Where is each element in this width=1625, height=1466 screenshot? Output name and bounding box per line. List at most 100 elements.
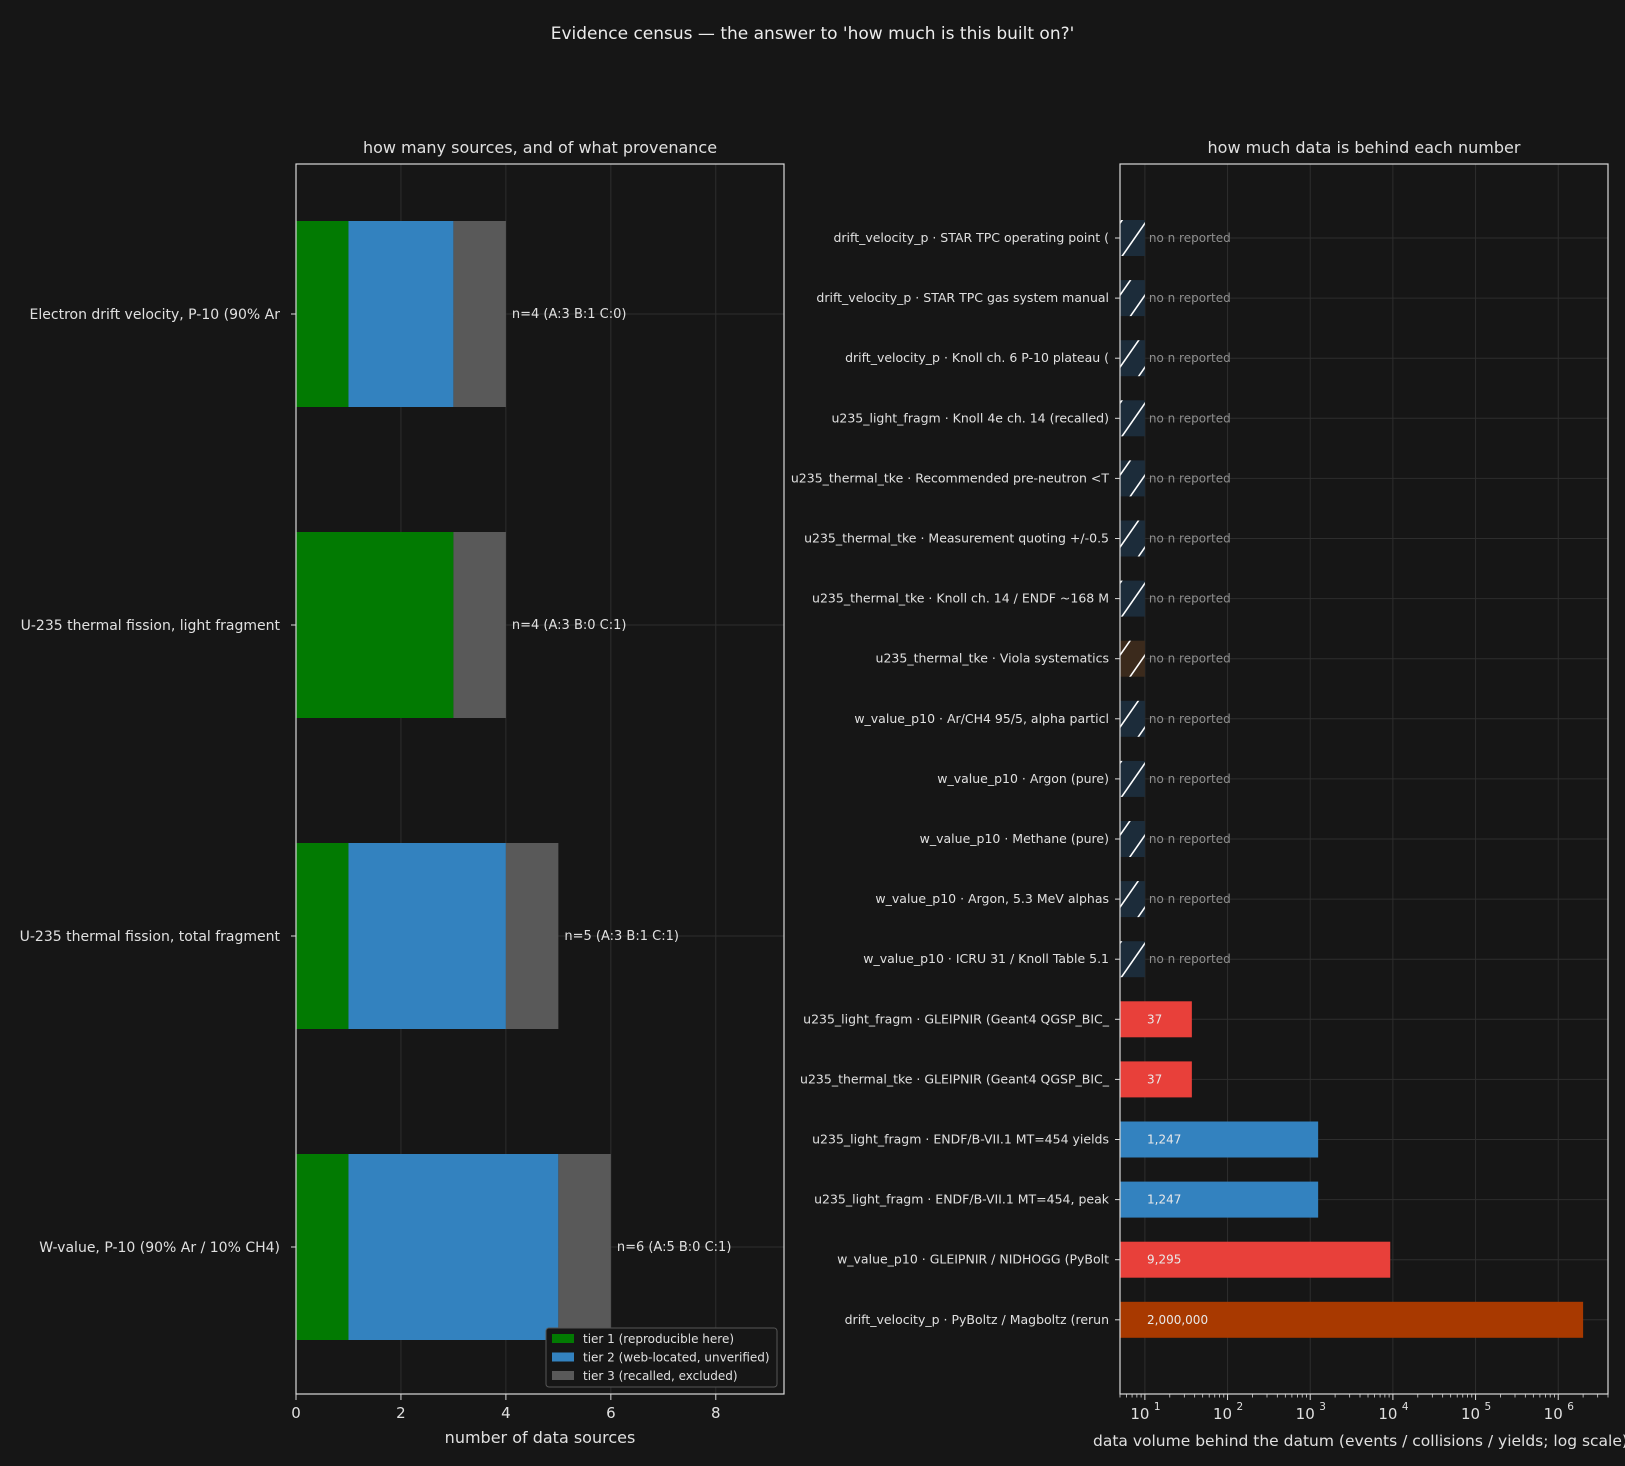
no-data-hatch bbox=[1120, 821, 1145, 857]
legend-entry: tier 3 (recalled, excluded) bbox=[583, 1369, 738, 1383]
no-data-label: no n reported bbox=[1149, 411, 1231, 425]
x-tick-label: 6 bbox=[606, 1404, 616, 1422]
volume-bar bbox=[1120, 1241, 1391, 1278]
y-tick-label: u235_thermal_tke · GLEIPNIR (Geant4 QGSP… bbox=[800, 1071, 1110, 1086]
volume-bar bbox=[1120, 1301, 1584, 1338]
no-data-hatch bbox=[1120, 340, 1145, 377]
no-data-label: no n reported bbox=[1149, 832, 1231, 846]
volume-bar bbox=[1120, 1121, 1319, 1158]
x-tick-exponent: 5 bbox=[1485, 1401, 1492, 1413]
no-data-label: no n reported bbox=[1149, 231, 1231, 245]
x-tick-label: 2 bbox=[396, 1404, 406, 1422]
legend-entry: tier 2 (web-located, unverified) bbox=[583, 1351, 770, 1365]
bar-tier3 bbox=[453, 221, 506, 407]
bar-value-label: 37 bbox=[1147, 1012, 1162, 1026]
no-data-label: no n reported bbox=[1149, 471, 1231, 485]
y-tick-label: w_value_p10 · Argon, 5.3 MeV alphas bbox=[875, 891, 1109, 906]
plot-frame bbox=[1119, 163, 1609, 1395]
y-tick-label: w_value_p10 · Ar/CH4 95/5, alpha particl bbox=[854, 711, 1109, 726]
x-tick-label: 10 bbox=[1213, 1405, 1232, 1423]
y-tick-label: u235_thermal_tke · Measurement quoting +… bbox=[804, 531, 1109, 546]
legend: tier 1 (reproducible here) tier 2 (web-lo… bbox=[545, 1327, 778, 1388]
x-tick-exponent: 3 bbox=[1319, 1401, 1326, 1413]
legend-swatch bbox=[552, 1352, 574, 1362]
volume-bar bbox=[1120, 1001, 1192, 1038]
x-tick-exponent: 2 bbox=[1237, 1401, 1244, 1413]
legend-swatch bbox=[552, 1334, 574, 1343]
sources-chart: n=4 (A:3 B:1 C:0) Electron drift velocity… bbox=[20, 138, 785, 1447]
bar-value-label: 37 bbox=[1147, 1072, 1162, 1086]
no-data-hatch bbox=[1120, 941, 1145, 978]
x-tick-label: 0 bbox=[291, 1404, 301, 1422]
no-data-label: no n reported bbox=[1149, 712, 1231, 726]
no-data-label: no n reported bbox=[1149, 291, 1231, 305]
data-volume-chart: no n reported drift_velocity_p · STAR TPC… bbox=[791, 138, 1625, 1450]
bar-value-label: 9,295 bbox=[1147, 1253, 1181, 1267]
no-data-label: no n reported bbox=[1149, 351, 1231, 365]
y-tick-label: U-235 thermal fission, total fragment bbox=[20, 929, 281, 945]
y-tick-label: drift_velocity_p · STAR TPC operating po… bbox=[833, 230, 1109, 245]
x-tick-exponent: 6 bbox=[1567, 1401, 1574, 1413]
no-data-hatch bbox=[1120, 700, 1145, 737]
legend-box bbox=[545, 1327, 778, 1388]
y-tick-label: u235_light_fragm · ENDF/B-VII.1 MT=454 y… bbox=[812, 1132, 1109, 1147]
plot-frame bbox=[295, 163, 785, 1395]
bar-tier3 bbox=[558, 1154, 611, 1340]
x-axis-label: number of data sources bbox=[445, 1428, 636, 1447]
y-tick-label: u235_thermal_tke · Recommended pre-neutr… bbox=[791, 470, 1109, 485]
bar-annotation: n=5 (A:3 B:1 C:1) bbox=[564, 929, 679, 944]
x-tick-exponent: 4 bbox=[1402, 1401, 1409, 1413]
y-tick-label: w_value_p10 · ICRU 31 / Knoll Table 5.1 bbox=[863, 951, 1109, 966]
no-data-hatch bbox=[1120, 881, 1145, 918]
no-data-hatch bbox=[1120, 220, 1145, 256]
bar-annotation: n=6 (A:5 B:0 C:1) bbox=[617, 1240, 732, 1255]
y-tick-label: u235_thermal_tke · Knoll ch. 14 / ENDF ~… bbox=[812, 591, 1109, 606]
bar-tier1 bbox=[296, 221, 349, 407]
x-tick-exponent: 1 bbox=[1154, 1401, 1161, 1413]
bar-tier3 bbox=[453, 532, 506, 718]
y-tick-label: w_value_p10 · Methane (pure) bbox=[920, 831, 1109, 846]
x-axis-label: data volume behind the datum (events / c… bbox=[1093, 1432, 1625, 1450]
bar-tier3 bbox=[505, 843, 559, 1029]
y-tick-label: Electron drift velocity, P-10 (90% Ar bbox=[30, 307, 281, 323]
y-tick-label: u235_thermal_tke · Viola systematics bbox=[876, 651, 1109, 666]
no-data-label: no n reported bbox=[1149, 652, 1231, 666]
y-tick-label: w_value_p10 · GLEIPNIR / NIDHOGG (PyBolt bbox=[837, 1252, 1109, 1267]
no-data-label: no n reported bbox=[1149, 532, 1231, 546]
y-tick-label: u235_light_fragm · Knoll 4e ch. 14 (reca… bbox=[831, 410, 1109, 425]
bar-tier1 bbox=[296, 532, 454, 718]
y-tick-label: w_value_p10 · Argon (pure) bbox=[937, 771, 1109, 786]
y-tick-label: u235_light_fragm · GLEIPNIR (Geant4 QGSP… bbox=[803, 1011, 1110, 1026]
bar-tier2 bbox=[348, 1154, 559, 1340]
y-tick-label: W-value, P-10 (90% Ar / 10% CH4) bbox=[39, 1240, 280, 1256]
no-data-label: no n reported bbox=[1149, 952, 1231, 966]
x-tick-label: 10 bbox=[1378, 1405, 1397, 1423]
no-data-hatch bbox=[1120, 640, 1145, 677]
panel-title: how many sources, and of what provenance bbox=[363, 138, 717, 157]
figure-title: Evidence census — the answer to 'how muc… bbox=[550, 24, 1075, 44]
y-tick-label: drift_velocity_p · Knoll ch. 6 P-10 plat… bbox=[845, 350, 1109, 365]
bar-tier2 bbox=[348, 843, 506, 1029]
legend-entry: tier 1 (reproducible here) bbox=[583, 1332, 734, 1346]
no-data-hatch bbox=[1120, 760, 1145, 797]
no-data-hatch bbox=[1120, 280, 1145, 317]
bar-tier1 bbox=[296, 1154, 349, 1340]
y-tick-label: drift_velocity_p · PyBoltz / Magboltz (r… bbox=[845, 1312, 1109, 1327]
no-data-label: no n reported bbox=[1149, 592, 1231, 606]
no-data-hatch bbox=[1120, 400, 1145, 437]
bar-tier1 bbox=[296, 843, 349, 1029]
no-data-hatch bbox=[1120, 460, 1145, 497]
bar-value-label: 2,000,000 bbox=[1147, 1313, 1208, 1327]
legend-swatch bbox=[552, 1371, 574, 1380]
no-data-label: no n reported bbox=[1149, 772, 1231, 786]
y-tick-label: drift_velocity_p · STAR TPC gas system m… bbox=[816, 290, 1109, 305]
no-data-label: no n reported bbox=[1149, 892, 1231, 906]
x-tick-label: 4 bbox=[501, 1404, 511, 1422]
panel-title: how much data is behind each number bbox=[1208, 138, 1521, 157]
no-data-hatch bbox=[1120, 520, 1145, 557]
x-tick-label: 10 bbox=[1544, 1405, 1563, 1423]
x-tick-label: 10 bbox=[1296, 1405, 1315, 1423]
bar-tier2 bbox=[348, 221, 454, 407]
x-tick-label: 10 bbox=[1461, 1405, 1480, 1423]
